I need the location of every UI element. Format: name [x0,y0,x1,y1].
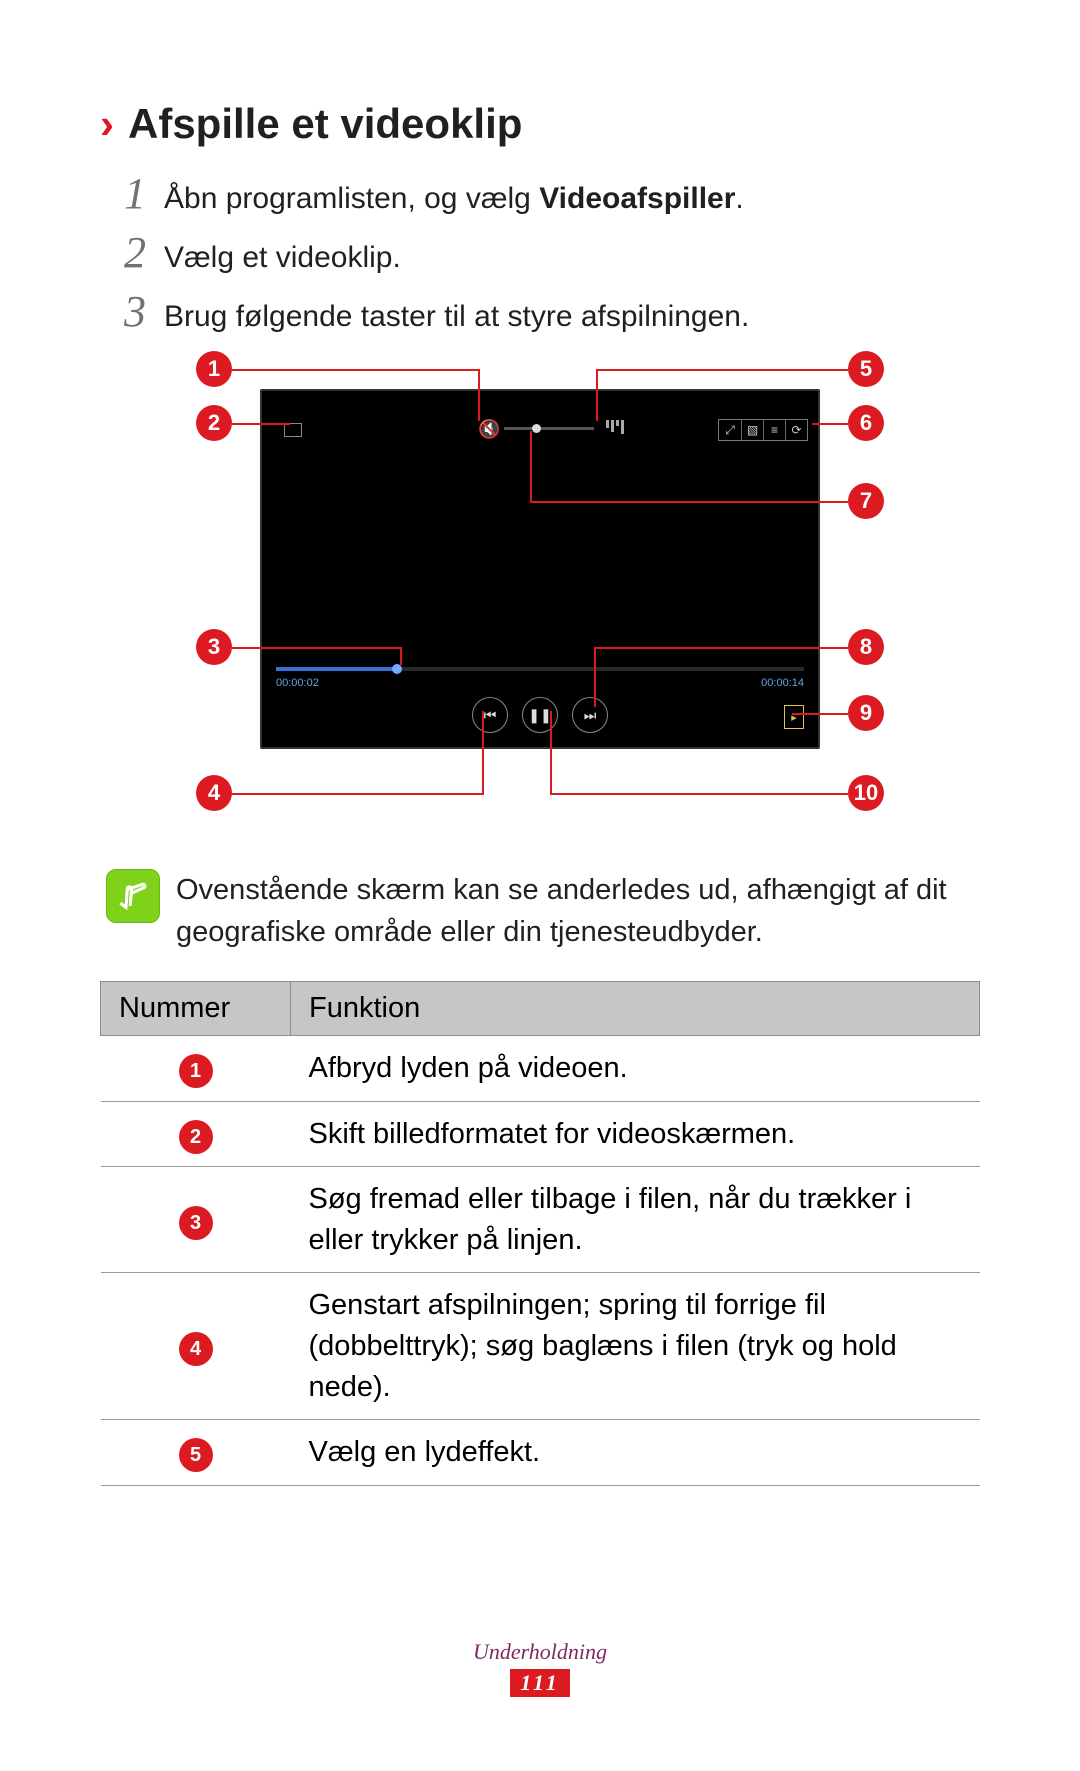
callout-badge-3: 3 [196,629,232,665]
step-text-pre: Åbn programlisten, og vælg [164,182,539,215]
volume-slider[interactable] [504,427,594,430]
row-number-badge: 4 [179,1332,213,1366]
function-table: Nummer Funktion 1 Afbryd lyden på videoe… [100,981,980,1486]
aspect-ratio-icon[interactable] [284,423,302,437]
player-topbar: 🔇 ⤢ ▧ ≡ ⟳ [284,421,808,441]
callout-line [400,647,402,665]
step-number: 1 [108,168,146,219]
toolbar-icon-3[interactable]: ≡ [763,420,785,440]
row-number-badge: 1 [179,1054,213,1088]
callout-badge-6: 6 [848,405,884,441]
callout-line [232,647,402,649]
callout-line [594,647,596,707]
row-function: Skift billedformatet for videoskærmen. [291,1101,980,1167]
callout-line [530,431,532,503]
table-row: 2 Skift billedformatet for videoskærmen. [101,1101,980,1167]
steps-list: 1 Åbn programlisten, og vælg Videoafspil… [108,168,980,339]
note-icon [106,869,160,923]
step-text-post: . [735,182,743,215]
bookmark-icon[interactable]: ▸ [784,705,804,729]
row-function: Vælg en lydeffekt. [291,1420,980,1486]
step-2: 2 Vælg et videoklip. [108,227,980,280]
table-row: 4 Genstart afspilningen; spring til forr… [101,1273,980,1420]
playback-controls: ⏮ ❚❚ ⏭ ▸ [276,697,804,733]
callout-badge-8: 8 [848,629,884,665]
step-text: Vælg et videoklip. [164,235,401,280]
player-bottom: 00:00:02 00:00:14 ⏮ ❚❚ ⏭ ▸ [276,667,804,733]
row-function: Søg fremad eller tilbage i filen, når du… [291,1167,980,1273]
callout-badge-5: 5 [848,351,884,387]
row-number-badge: 2 [179,1120,213,1154]
callout-badge-7: 7 [848,483,884,519]
video-player: 🔇 ⤢ ▧ ≡ ⟳ 00:00:02 00:00:14 [260,389,820,749]
step-number: 2 [108,227,146,278]
toolbar-icon-4[interactable]: ⟳ [785,420,807,440]
callout-line [596,369,848,371]
step-text: Brug følgende taster til at styre afspil… [164,294,749,339]
table-row: 5 Vælg en lydeffekt. [101,1420,980,1486]
callout-badge-1: 1 [196,351,232,387]
table-header-number: Nummer [101,982,291,1036]
pause-button[interactable]: ❚❚ [522,697,558,733]
callout-line [550,711,552,795]
equalizer-icon[interactable] [606,420,624,434]
section-title: › Afspille et videoklip [100,100,980,148]
row-number-badge: 3 [179,1206,213,1240]
callout-line [812,423,848,425]
page: › Afspille et videoklip 1 Åbn programlis… [0,0,1080,1771]
section-title-text: Afspille et videoklip [128,100,522,148]
callout-badge-2: 2 [196,405,232,441]
table-row: 1 Afbryd lyden på videoen. [101,1036,980,1102]
note-text: Ovenstående skærm kan se anderledes ud, … [176,869,980,953]
mute-icon[interactable]: 🔇 [478,419,500,440]
toolbar-icon-1[interactable]: ⤢ [719,420,741,440]
callout-line [596,369,598,421]
callout-line [232,793,484,795]
row-function: Genstart afspilningen; spring til forrig… [291,1273,980,1420]
page-footer: Underholdning 111 [0,1639,1080,1697]
toolbar-icon-2[interactable]: ▧ [741,420,763,440]
callout-badge-10: 10 [848,775,884,811]
callout-badge-4: 4 [196,775,232,811]
seek-bar[interactable] [276,667,804,671]
note-row: Ovenstående skærm kan se anderledes ud, … [106,869,980,953]
next-button[interactable]: ⏭ [572,697,608,733]
footer-page-number: 111 [510,1669,570,1697]
time-display: 00:00:02 00:00:14 [276,677,804,689]
callout-badge-9: 9 [848,695,884,731]
table-header-function: Funktion [291,982,980,1036]
callout-line [288,423,290,425]
time-total: 00:00:14 [761,677,804,689]
step-number: 3 [108,286,146,337]
step-text-bold: Videoafspiller [539,182,735,215]
callout-line [482,711,484,795]
callout-line [594,647,848,649]
callout-line [478,369,480,421]
top-toolbar: ⤢ ▧ ≡ ⟳ [718,419,808,441]
prev-button[interactable]: ⏮ [472,697,508,733]
callout-line [232,369,480,371]
player-diagram: 1 2 3 4 5 6 7 8 9 10 🔇 [130,359,950,839]
row-function: Afbryd lyden på videoen. [291,1036,980,1102]
callout-line [550,793,848,795]
footer-category: Underholdning [0,1639,1080,1665]
row-number-badge: 5 [179,1438,213,1472]
step-text: Åbn programlisten, og vælg Videoafspille… [164,176,744,221]
callout-line [530,501,848,503]
time-current: 00:00:02 [276,677,319,689]
step-3: 3 Brug følgende taster til at styre afsp… [108,286,980,339]
callout-line [232,423,290,425]
callout-line [792,713,848,715]
chevron-icon: › [100,103,114,145]
step-1: 1 Åbn programlisten, og vælg Videoafspil… [108,168,980,221]
table-row: 3 Søg fremad eller tilbage i filen, når … [101,1167,980,1273]
